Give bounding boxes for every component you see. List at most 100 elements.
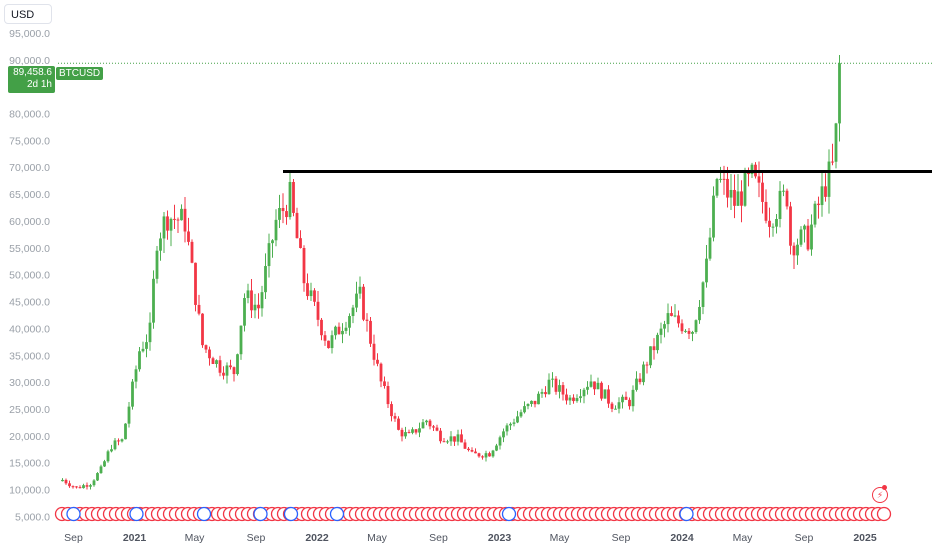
candle-body [694,320,698,333]
candle-body [764,201,768,221]
candle [768,207,771,238]
candle-body [351,307,355,317]
candle [579,389,582,403]
candle [110,444,113,453]
candle [782,184,785,197]
candle-body [453,436,456,442]
candle-body [736,191,740,206]
candle [607,385,610,408]
y-tick-label: 30,000.0 [9,377,50,389]
candle-body [253,304,257,311]
candle [288,170,292,220]
candle [813,200,817,228]
candle-body [194,262,197,305]
candle-body [232,367,236,375]
candle-body [236,354,239,375]
candle [386,381,390,409]
candle-body [593,381,596,390]
candle [778,181,782,228]
candle [152,270,155,329]
candle [673,304,677,318]
candle [379,362,383,388]
candle-body [789,206,792,246]
x-tick-label: 2021 [123,532,147,544]
y-tick-label: 10,000.0 [9,485,50,497]
event-marker-highlight [253,506,268,522]
x-tick-label: Sep [429,532,448,544]
candle-body [106,451,110,462]
candle-body [257,304,260,309]
candle [295,207,299,239]
candle-body [470,450,474,452]
y-tick-label: 40,000.0 [9,323,50,335]
candle [243,293,246,332]
candle-body [68,483,71,487]
candle-body [817,203,820,206]
candle-body [274,219,278,241]
flash-icon[interactable]: ⚡ [872,487,888,503]
candle-body [505,425,509,432]
candle-body [155,250,159,279]
candle [75,486,78,489]
candle [474,448,477,454]
candle-body [519,412,523,417]
candle [554,376,558,395]
candle [572,394,575,404]
candle [204,344,208,353]
candle-body [635,378,638,390]
candle-body [379,363,383,382]
event-marker [876,506,892,522]
candle-body [582,389,586,397]
candle-body [278,208,281,220]
candle [362,284,365,322]
candle [421,418,425,429]
candle [817,196,820,219]
candle [803,224,806,243]
candle [460,429,463,443]
candle [85,482,89,490]
symbol-label: BTCUSD [56,67,104,80]
candle [470,447,474,453]
candle [600,381,603,401]
candle-body [488,453,491,457]
candle-body [558,385,561,392]
candle-body [523,406,526,413]
candle-body [82,485,85,489]
candle-body [705,258,708,283]
candle [393,412,397,422]
candle-body [421,422,425,429]
candle-body [796,244,799,256]
candles [61,55,841,490]
currency-selector[interactable]: USD [4,4,52,24]
candle [127,401,131,428]
candle [467,446,470,452]
candle-body [589,381,593,387]
candle [351,304,355,324]
candle-body [775,218,778,227]
event-marker-highlight [329,506,345,522]
candle [481,455,484,460]
candle [180,204,183,221]
candle-body [708,237,712,259]
candle-body [162,216,166,239]
candle-body [698,306,701,321]
candle-body [103,461,106,467]
y-axis: 5,000.0 10,000.0 15,000.0 20,000.0 25,000.0 3… [9,28,50,524]
candle-body [495,445,498,451]
y-tick-label: 20,000.0 [9,431,50,443]
candle [99,464,103,474]
candle-body [712,195,715,238]
candle [71,485,75,489]
candle-body [152,278,155,323]
candle [491,449,495,458]
candle [477,452,481,458]
candle-body [579,396,582,399]
candle [271,239,274,258]
candle-body [652,346,656,351]
bar-countdown: 2d 1h [26,79,52,90]
x-tick-label: May [185,532,206,544]
y-tick-label: 35,000.0 [9,350,50,362]
candle-body [176,219,180,221]
candle-body [267,243,271,267]
